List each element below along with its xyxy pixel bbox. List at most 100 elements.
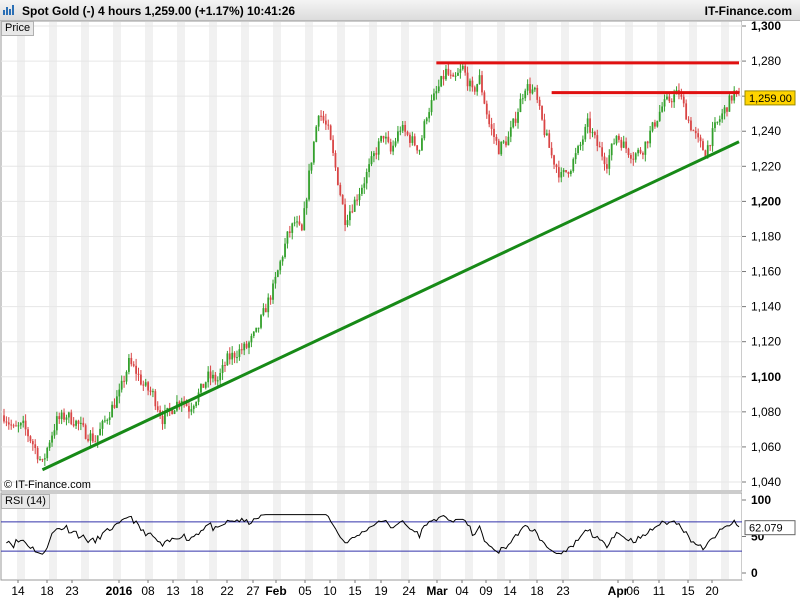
candle-body: [392, 145, 395, 152]
candle-body: [562, 170, 565, 173]
candle-body: [19, 422, 22, 426]
y-tick-label: 1,280: [751, 54, 781, 68]
candle-body: [697, 133, 700, 138]
x-tick-label: Mar: [426, 584, 448, 598]
grid-stripe: [273, 494, 281, 579]
candle-body: [673, 94, 676, 103]
candle-body: [728, 95, 731, 112]
candle-body: [553, 155, 555, 165]
candle-body: [526, 84, 529, 91]
candle-body: [541, 105, 543, 120]
candle-body: [296, 221, 298, 223]
grid-stripe: [177, 22, 185, 490]
candle-body: [437, 86, 440, 92]
candle-body: [464, 65, 467, 73]
watermark: © IT-Finance.com: [4, 479, 91, 491]
candle-body: [149, 390, 152, 392]
candle-body: [502, 141, 505, 143]
candle-body: [348, 211, 351, 221]
candle-body: [411, 136, 414, 143]
candle-body: [190, 409, 193, 412]
candle-body: [476, 84, 479, 92]
grid-stripe: [689, 494, 697, 579]
candle-body: [409, 134, 411, 143]
grid-stripe: [145, 494, 153, 579]
candle-body: [589, 118, 591, 133]
x-tick-label: 20: [705, 584, 719, 598]
candle-body: [661, 106, 664, 112]
candle-body: [625, 141, 628, 149]
candle-body: [94, 441, 97, 443]
candle-body: [188, 406, 190, 412]
x-tick-label: 15: [348, 584, 362, 598]
grid-stripe: [337, 494, 345, 579]
candle-body: [48, 442, 51, 448]
candle-body: [31, 441, 34, 445]
rsi-last-label: 62.079: [749, 523, 783, 535]
candle-body: [260, 315, 262, 328]
candle-body: [608, 155, 611, 169]
candle-body: [702, 141, 704, 151]
candle-body: [264, 308, 267, 313]
brand-name: IT-Finance.com: [704, 4, 792, 18]
candle-body: [447, 68, 450, 75]
candle-body: [399, 130, 402, 132]
candle-body: [461, 65, 464, 70]
candle-body: [284, 243, 286, 258]
candle-body: [39, 459, 41, 461]
y-tick-label: 1,080: [751, 405, 781, 419]
candle-body: [557, 167, 560, 178]
candle-body: [488, 114, 491, 125]
candle-body: [34, 444, 37, 448]
candle-body: [598, 145, 601, 148]
candle-body: [310, 162, 313, 171]
grid-stripe: [625, 494, 633, 579]
rsi-panel-label[interactable]: RSI (14): [1, 494, 50, 509]
candle-body: [596, 135, 599, 146]
candle-body: [214, 374, 217, 382]
candle-body: [142, 384, 145, 386]
x-tick-label: 05: [298, 584, 312, 598]
grid-stripe: [561, 22, 569, 490]
candle-body: [315, 126, 318, 142]
price-panel-label[interactable]: Price: [1, 21, 35, 36]
candle-body: [404, 124, 407, 132]
grid-stripe: [433, 494, 441, 579]
candle-body: [485, 103, 488, 115]
candle-body: [195, 401, 198, 406]
candle-body: [63, 412, 65, 420]
candle-body: [457, 72, 459, 76]
candle-body: [118, 389, 121, 397]
x-tick-label: 18: [530, 584, 544, 598]
candle-body: [238, 349, 241, 358]
candle-body: [550, 147, 553, 156]
price-axis-area: [742, 21, 799, 580]
grid-stripe: [49, 494, 57, 579]
candle-body: [17, 425, 20, 427]
candle-body: [226, 353, 229, 366]
candle-body: [565, 170, 567, 172]
candle-body: [79, 422, 82, 424]
grid-stripe: [529, 494, 537, 579]
candle-body: [24, 420, 27, 430]
candle-body: [632, 158, 635, 160]
candle-body: [77, 420, 80, 424]
candle-body: [445, 68, 447, 80]
candle-body: [156, 406, 159, 411]
grid-stripe: [369, 22, 377, 490]
candle-body: [385, 136, 387, 139]
x-tick-label: 18: [40, 584, 54, 598]
candle-body: [360, 187, 363, 194]
candle-body: [620, 139, 623, 148]
x-tick-label: 09: [479, 584, 493, 598]
candle-body: [67, 412, 70, 418]
grid-stripe: [465, 494, 473, 579]
candle-body: [603, 156, 606, 165]
candle-body: [164, 411, 166, 425]
candle-body: [353, 199, 356, 212]
candle-body: [521, 98, 524, 100]
candle-body: [654, 122, 656, 127]
grid-stripe: [177, 494, 185, 579]
candle-body: [567, 171, 570, 174]
grid-stripe: [625, 22, 633, 490]
